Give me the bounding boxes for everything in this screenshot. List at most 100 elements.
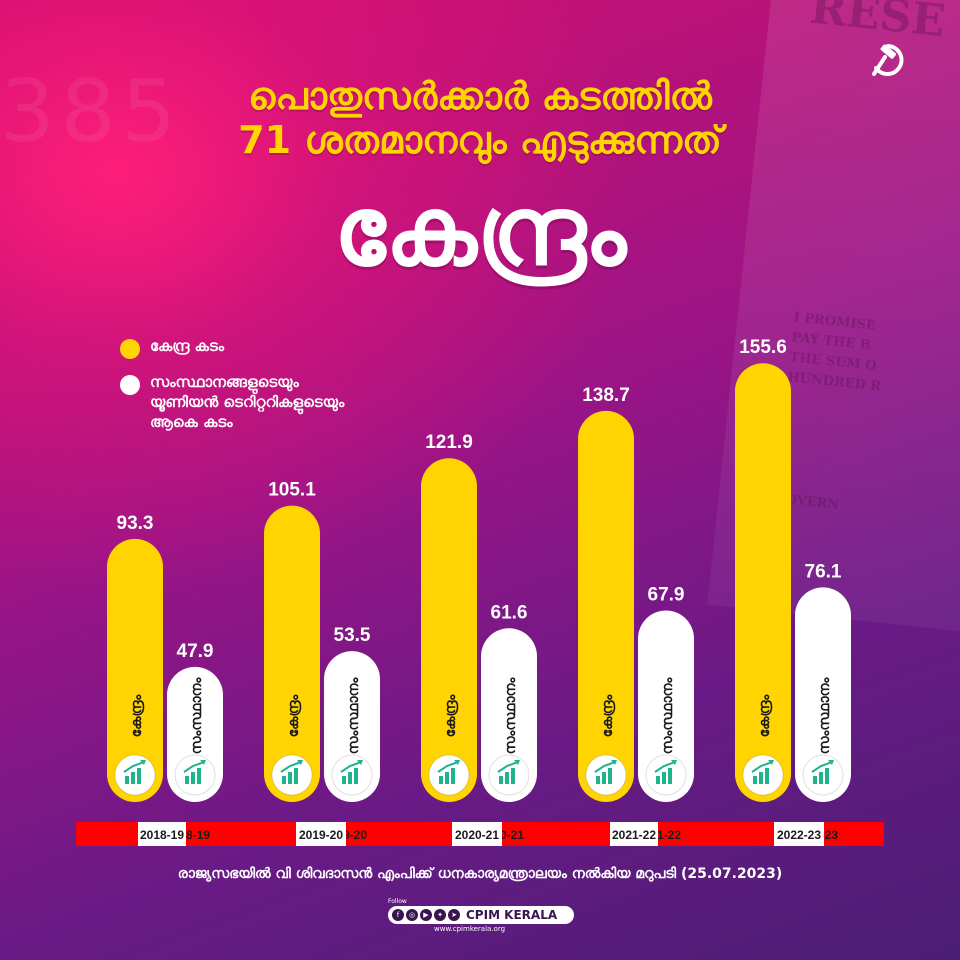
bar-value-label: 53.5 (334, 625, 371, 646)
growth-icon-bar (197, 768, 201, 784)
growth-icon-arrow (297, 760, 303, 765)
category-strip-gap (774, 822, 824, 846)
bar-series-label: കേന്ദ്രം (757, 694, 773, 738)
growth-chart-icon (751, 760, 774, 784)
growth-icon-bar (185, 776, 189, 784)
bar-series-label: കേന്ദ്രം (129, 694, 145, 738)
bar-series-label: കേന്ദ്രം (443, 694, 459, 738)
growth-icon-bar (662, 772, 666, 784)
growth-icon-trend (811, 761, 833, 773)
growth-icon-arrow (454, 760, 460, 765)
bar-central: 121.9 കേന്ദ്രം (421, 432, 477, 802)
growth-chart-icon (811, 760, 834, 784)
bar-value-label: 121.9 (425, 432, 473, 453)
growth-chart-icon (654, 760, 677, 784)
growth-icon-bar (439, 776, 443, 784)
bar-series-label: സംസ്ഥാനം (817, 676, 833, 754)
growth-icon-arrow (514, 760, 520, 765)
bar-shape (264, 505, 320, 802)
growth-icon-bar (813, 776, 817, 784)
legend-swatch-states (120, 375, 140, 395)
bar-shape (421, 458, 477, 802)
growth-chart-icon (497, 760, 520, 784)
title-main: കേന്ദ്രം (333, 175, 627, 287)
legend-item-states: സംസ്ഥാനങ്ങളുടെയും യൂണിയൻ ടെറിറ്ററികളുടെയ… (120, 372, 410, 432)
growth-icon-trend (654, 761, 676, 773)
bar-states: 61.6 സംസ്ഥാനം (481, 602, 537, 802)
youtube-icon[interactable]: ▶ (420, 909, 432, 921)
bar-value-label: 61.6 (491, 602, 528, 623)
growth-icon-bar (288, 772, 292, 784)
category-label-overlay: 2022-23 (777, 828, 821, 842)
facebook-icon[interactable]: f (392, 909, 404, 921)
category-strip-gap (296, 822, 346, 846)
growth-icon-bar (596, 776, 600, 784)
bar-states: 53.5 സംസ്ഥാനം (324, 625, 380, 802)
instagram-icon[interactable]: ◎ (406, 909, 418, 921)
growth-icon-trend (497, 761, 519, 773)
legend-item-central: കേന്ദ്ര കടം (120, 336, 410, 359)
bar-shape (638, 610, 694, 802)
bar-series-label: സംസ്ഥാനം (503, 676, 519, 754)
footer-social-bar[interactable]: f ◎ ▶ ✦ ➤ CPIM KERALA (388, 906, 574, 924)
growth-icon-bar (348, 772, 352, 784)
growth-icon-trend (751, 761, 773, 773)
growth-icon-bar (765, 768, 769, 784)
bar-states: 47.9 സംസ്ഥാനം (167, 641, 223, 802)
growth-icon-arrow (357, 760, 363, 765)
category-strip-gap (452, 822, 502, 846)
legend-label-states: സംസ്ഥാനങ്ങളുടെയും യൂണിയൻ ടെറിറ്ററികളുടെയ… (150, 373, 345, 431)
bar-value-label: 67.9 (648, 585, 685, 606)
growth-icon-trend (280, 761, 302, 773)
growth-icon-trend (340, 761, 362, 773)
bar-central: 138.7 കേന്ദ്രം (578, 385, 634, 802)
bar-value-label: 47.9 (177, 641, 214, 662)
growth-icon-bar (137, 768, 141, 784)
growth-icon-trend (594, 761, 616, 773)
legend-label-central: കേന്ദ്ര കടം (150, 337, 225, 355)
growth-icon-bar (131, 772, 135, 784)
growth-icon-bar (294, 768, 298, 784)
hammer-sickle-icon (872, 44, 904, 76)
growth-icon-bar (451, 768, 455, 784)
title-line-2: 71 ശതമാനവും എടുക്കുന്നത് (238, 118, 722, 162)
footer-brand: CPIM KERALA (466, 908, 558, 922)
bar-value-label: 138.7 (582, 385, 630, 406)
footer-follow-label: Follow (388, 898, 407, 905)
bar-series-label: സംസ്ഥാനം (346, 676, 362, 754)
background-number: 385 (0, 62, 183, 162)
bar-value-label: 76.1 (805, 561, 842, 582)
growth-icon-arrow (828, 760, 834, 765)
twitter-icon[interactable]: ✦ (434, 909, 446, 921)
growth-icon-bar (445, 772, 449, 784)
growth-chart-icon (594, 760, 617, 784)
growth-chart-icon (183, 760, 206, 784)
growth-icon-bar (819, 772, 823, 784)
bar-value-label: 93.3 (117, 513, 154, 534)
bar-shape (578, 410, 634, 802)
growth-icon-bar (602, 772, 606, 784)
bar-central: 105.1 കേന്ദ്രം (264, 480, 320, 802)
growth-icon-arrow (671, 760, 677, 765)
bar-states: 76.1 സംസ്ഥാനം (795, 561, 851, 802)
growth-icon-bar (668, 768, 672, 784)
bar-shape (735, 363, 791, 802)
growth-icon-bar (511, 768, 515, 784)
bar-states: 67.9 സംസ്ഥാനം (638, 585, 694, 802)
growth-icon-arrow (140, 760, 146, 765)
bar-value-label: 105.1 (268, 480, 316, 501)
category-label-overlay: 2019-20 (299, 828, 343, 842)
telegram-icon[interactable]: ➤ (448, 909, 460, 921)
growth-icon-bar (753, 776, 757, 784)
growth-chart-icon (437, 760, 460, 784)
legend-swatch-central (120, 339, 140, 359)
growth-icon-bar (825, 768, 829, 784)
growth-icon-bar (282, 776, 286, 784)
category-strip-gap (138, 822, 186, 846)
footer-url[interactable]: www.cpimkerala.org (434, 925, 506, 933)
bar-shape (795, 587, 851, 802)
growth-icon-bar (759, 772, 763, 784)
growth-icon-arrow (200, 760, 206, 765)
